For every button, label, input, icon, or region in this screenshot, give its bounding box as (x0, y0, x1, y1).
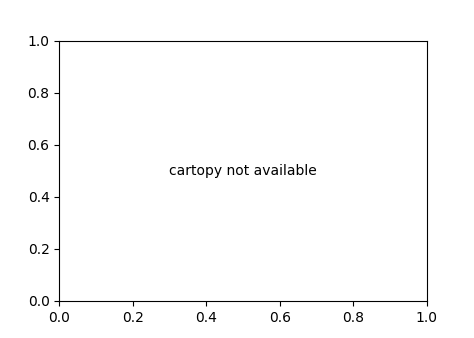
Text: cartopy not available: cartopy not available (169, 164, 317, 178)
